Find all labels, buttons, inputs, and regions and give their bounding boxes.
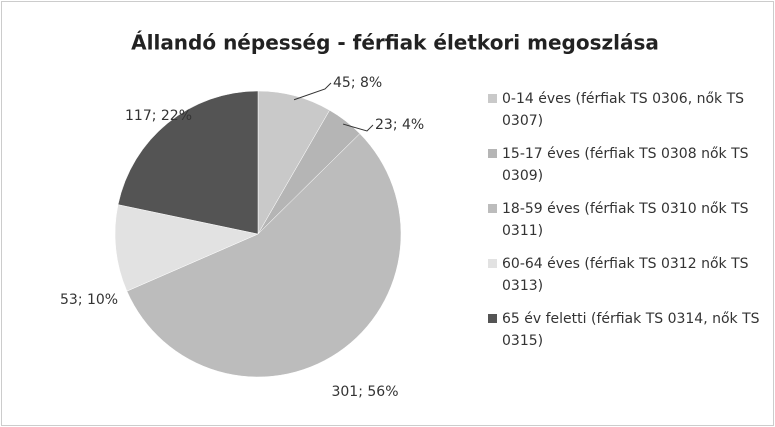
pie-slice <box>126 133 402 378</box>
legend-label: 65 év feletti (férfiak TS 0314, nők TS 0… <box>502 311 760 349</box>
legend-item: 18-59 éves (férfiak TS 0310 nők TS 0311) <box>488 198 768 242</box>
legend-label: 60-64 éves (férfiak TS 0312 nők TS 0313) <box>502 256 749 294</box>
legend-label: 15-17 éves (férfiak TS 0308 nők TS 0309) <box>502 146 749 184</box>
pie-slice <box>117 90 259 235</box>
legend-item: 0-14 éves (férfiak TS 0306, nők TS 0307) <box>488 88 768 132</box>
legend-label: 18-59 éves (férfiak TS 0310 nők TS 0311) <box>502 201 749 239</box>
legend-swatch <box>488 149 497 158</box>
chart-title: Állandó népesség - férfiak életkori mego… <box>131 31 659 55</box>
data-label: 53; 10% <box>60 292 118 308</box>
legend-item: 60-64 éves (férfiak TS 0312 nők TS 0313) <box>488 253 768 297</box>
legend-swatch <box>488 94 497 103</box>
data-label: 117; 22% <box>125 108 192 124</box>
data-label: 301; 56% <box>331 384 398 400</box>
legend-swatch <box>488 314 497 323</box>
leader-line <box>342 123 374 132</box>
legend-item: 15-17 éves (férfiak TS 0308 nők TS 0309) <box>488 143 768 187</box>
leader-line <box>293 82 332 101</box>
data-label: 45; 8% <box>333 75 382 91</box>
data-label: 23; 4% <box>375 117 424 133</box>
legend-item: 65 év feletti (férfiak TS 0314, nők TS 0… <box>488 308 768 352</box>
legend: 0-14 éves (férfiak TS 0306, nők TS 0307)… <box>488 88 768 363</box>
legend-swatch <box>488 204 497 213</box>
legend-label: 0-14 éves (férfiak TS 0306, nők TS 0307) <box>502 91 745 129</box>
pie-slice <box>114 204 259 292</box>
legend-swatch <box>488 259 497 268</box>
